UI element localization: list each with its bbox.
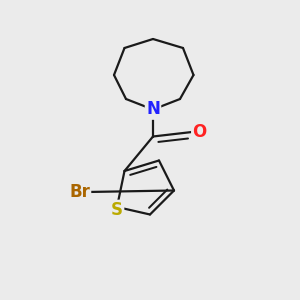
Text: O: O xyxy=(192,123,207,141)
Text: Br: Br xyxy=(69,183,90,201)
Text: S: S xyxy=(111,201,123,219)
Text: N: N xyxy=(146,100,160,118)
